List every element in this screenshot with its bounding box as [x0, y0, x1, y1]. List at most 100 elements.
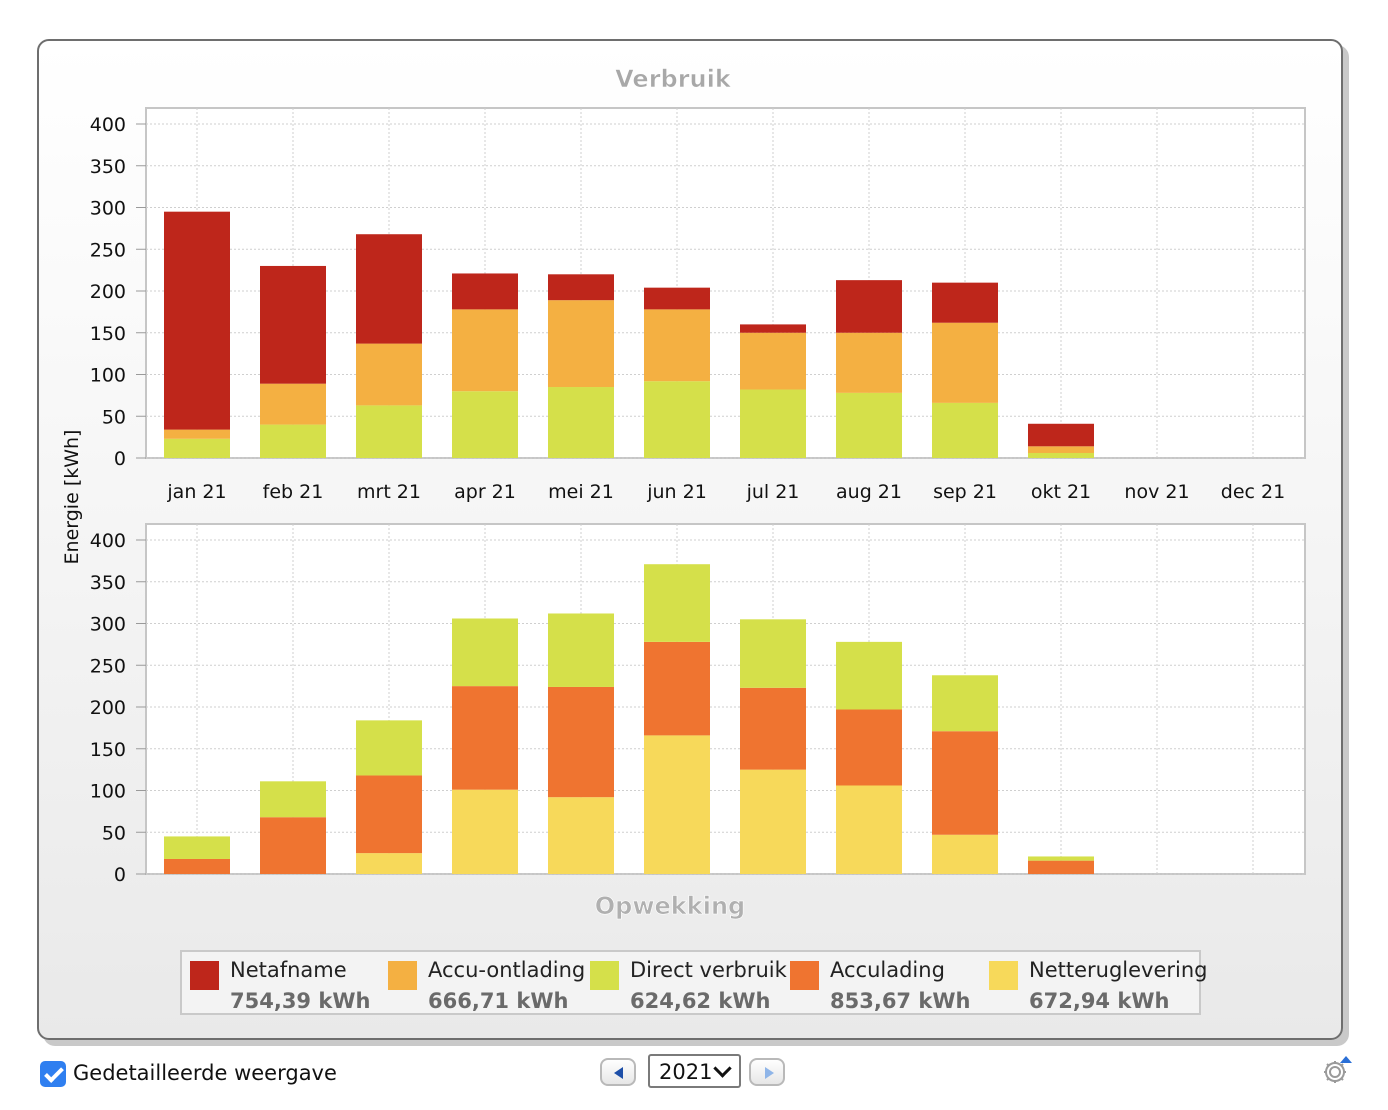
y-tick-label: 400 [90, 114, 126, 136]
legend-swatch [388, 961, 417, 990]
x-tick-label: mrt 21 [357, 481, 421, 503]
legend-name: Netteruglevering [1029, 958, 1208, 982]
y-tick-label: 350 [90, 572, 126, 594]
legend-swatch [989, 961, 1018, 990]
bar-segment [548, 613, 614, 687]
y-tick-label: 150 [90, 739, 126, 761]
next-year-button[interactable] [749, 1058, 785, 1086]
x-tick-label: okt 21 [1031, 481, 1091, 503]
bar-segment [548, 797, 614, 874]
y-axis-label: Energie [kWh] [61, 430, 83, 565]
chart-title-bottom: Opwekking [595, 892, 745, 920]
x-tick-label: dec 21 [1221, 481, 1285, 503]
bar-segment [164, 429, 230, 439]
bar-segment [644, 564, 710, 642]
bar-segment [260, 265, 326, 384]
detail-checkbox[interactable] [40, 1061, 66, 1087]
chevron-down-icon [713, 1059, 732, 1078]
bar-segment [836, 332, 902, 393]
bar-segment [932, 282, 998, 323]
bar-segment [644, 287, 710, 310]
bar-segment [740, 332, 806, 390]
y-tick-label: 350 [90, 156, 126, 178]
bar-segment [164, 211, 230, 430]
gear-icon[interactable] [1320, 1054, 1354, 1088]
x-tick-label: jun 21 [646, 481, 707, 503]
bar-segment [356, 343, 422, 406]
bar-segment [452, 309, 518, 392]
bar-segment [932, 402, 998, 458]
bar-segment [356, 405, 422, 458]
y-tick-label: 150 [90, 323, 126, 345]
bar-segment [932, 834, 998, 874]
legend-swatch [590, 961, 619, 990]
bar-segment [356, 853, 422, 874]
bar-segment [356, 234, 422, 344]
legend-total: 624,62 kWh [630, 989, 771, 1013]
x-tick-label: aug 21 [836, 481, 902, 503]
legend-swatch [790, 961, 819, 990]
bar-segment [164, 836, 230, 859]
year-select-value: 2021 [659, 1060, 713, 1084]
bar-segment [452, 618, 518, 687]
bar-segment [836, 392, 902, 458]
bar-segment [1028, 860, 1094, 874]
y-tick-label: 50 [102, 406, 126, 428]
bar-segment [260, 424, 326, 458]
bar-segment [548, 274, 614, 301]
legend-total: 666,71 kWh [428, 989, 569, 1013]
bar-segment [740, 769, 806, 874]
plot-area [145, 107, 1306, 459]
legend-total: 754,39 kWh [230, 989, 371, 1013]
bar-segment [260, 781, 326, 818]
bar-segment [740, 619, 806, 688]
legend-swatch [190, 961, 219, 990]
x-tick-label: apr 21 [454, 481, 516, 503]
bar-segment [932, 731, 998, 835]
y-tick-label: 200 [90, 697, 126, 719]
bar-segment [356, 775, 422, 854]
bar-segment [164, 858, 230, 874]
bar-segment [260, 817, 326, 874]
detail-checkbox-label[interactable]: Gedetailleerde weergave [73, 1061, 337, 1085]
bar-segment [452, 686, 518, 790]
x-tick-label: mei 21 [548, 481, 614, 503]
legend-total: 853,67 kWh [830, 989, 971, 1013]
y-tick-label: 200 [90, 281, 126, 303]
y-tick-label: 400 [90, 530, 126, 552]
y-tick-label: 0 [114, 864, 126, 886]
bar-segment [836, 785, 902, 874]
y-tick-label: 300 [90, 198, 126, 220]
x-tick-label: jan 21 [166, 481, 226, 503]
bar-segment [452, 273, 518, 310]
triangle-left-icon [614, 1067, 623, 1079]
y-tick-label: 50 [102, 822, 126, 844]
bar-segment [260, 383, 326, 425]
y-tick-label: 250 [90, 239, 126, 261]
bar-segment [932, 322, 998, 403]
bar-segment [644, 309, 710, 382]
previous-year-button[interactable] [600, 1058, 636, 1086]
bar-segment [356, 720, 422, 776]
bar-segment [1028, 446, 1094, 453]
y-tick-label: 100 [90, 781, 126, 803]
bar-segment [1028, 856, 1094, 861]
bar-segment [1028, 452, 1094, 458]
triangle-right-icon [765, 1067, 774, 1079]
bar-segment [836, 709, 902, 786]
y-tick-label: 0 [114, 448, 126, 470]
legend: Netafname 754,39 kWh Accu-ontlading 666,… [180, 950, 1208, 1015]
x-tick-label: nov 21 [1124, 481, 1189, 503]
y-tick-label: 250 [90, 655, 126, 677]
y-tick-label: 300 [90, 614, 126, 636]
legend-name: Accu-ontlading [428, 958, 586, 982]
bar-segment [836, 641, 902, 710]
x-tick-label: sep 21 [933, 481, 997, 503]
x-tick-label: jul 21 [746, 481, 800, 503]
chart-title-top: Verbruik [615, 65, 732, 93]
bar-segment [644, 381, 710, 458]
legend-name: Acculading [830, 958, 945, 982]
year-select[interactable]: 2021 [648, 1054, 741, 1088]
bar-segment [740, 687, 806, 770]
